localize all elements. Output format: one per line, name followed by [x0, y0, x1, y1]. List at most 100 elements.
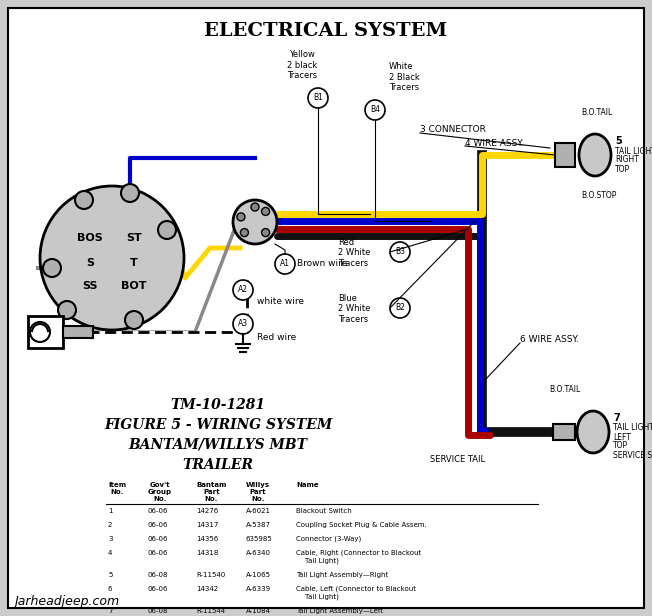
- Text: 06-06: 06-06: [148, 550, 168, 556]
- Text: BOS: BOS: [77, 233, 103, 243]
- Text: Connector (3-Way): Connector (3-Way): [296, 536, 361, 543]
- Text: Blue
2 White
Tracers: Blue 2 White Tracers: [338, 294, 370, 324]
- Text: Coupling Socket Plug & Cable Assem.: Coupling Socket Plug & Cable Assem.: [296, 522, 427, 528]
- Circle shape: [40, 186, 184, 330]
- Text: SERVICE STOP: SERVICE STOP: [613, 450, 652, 460]
- Text: R-11544: R-11544: [196, 608, 225, 614]
- Text: 14276: 14276: [196, 508, 218, 514]
- Circle shape: [275, 254, 295, 274]
- Text: 2: 2: [108, 522, 112, 528]
- Text: Blackout Switch: Blackout Switch: [296, 508, 351, 514]
- Text: BOT: BOT: [121, 281, 147, 291]
- Text: B3: B3: [395, 248, 405, 256]
- Circle shape: [58, 301, 76, 319]
- Circle shape: [241, 229, 248, 237]
- Bar: [555, 143, 575, 167]
- Circle shape: [390, 242, 410, 262]
- Text: 5: 5: [615, 136, 622, 146]
- Text: SERVICE TAIL: SERVICE TAIL: [430, 455, 485, 464]
- Text: R-11540: R-11540: [196, 572, 225, 578]
- Text: Cable, Left (Connector to Blackout
    Tail Light): Cable, Left (Connector to Blackout Tail …: [296, 586, 416, 600]
- Text: SS: SS: [82, 281, 98, 291]
- Circle shape: [121, 184, 139, 202]
- Text: 14317: 14317: [196, 522, 218, 528]
- Text: 06-08: 06-08: [148, 608, 168, 614]
- Text: TRAILER: TRAILER: [183, 458, 254, 472]
- Text: Red wire: Red wire: [257, 333, 296, 341]
- Text: Red
2 White
Tracers: Red 2 White Tracers: [338, 238, 370, 268]
- Text: 5: 5: [108, 572, 112, 578]
- Text: Yellow
2 black
Tracers: Yellow 2 black Tracers: [287, 50, 317, 80]
- Text: RIGHT: RIGHT: [615, 155, 639, 164]
- Text: A2: A2: [238, 285, 248, 294]
- Bar: [63, 326, 93, 338]
- Text: 3 CONNECTOR: 3 CONNECTOR: [420, 126, 486, 134]
- Text: 06-06: 06-06: [148, 522, 168, 528]
- Text: Tail Light Assembly—Right: Tail Light Assembly—Right: [296, 572, 388, 578]
- Text: B1: B1: [313, 94, 323, 102]
- Circle shape: [233, 280, 253, 300]
- Text: Gov't
Group
No.: Gov't Group No.: [148, 482, 172, 502]
- Bar: [553, 424, 575, 440]
- Text: 06-06: 06-06: [148, 536, 168, 542]
- Text: 7: 7: [108, 608, 113, 614]
- Text: 4 WIRE ASSY.: 4 WIRE ASSY.: [465, 139, 524, 147]
- Text: 6 WIRE ASSY.: 6 WIRE ASSY.: [520, 336, 579, 344]
- Text: ST: ST: [126, 233, 142, 243]
- Text: Jarheadjeep.com: Jarheadjeep.com: [14, 595, 119, 608]
- Text: 3: 3: [108, 536, 113, 542]
- Text: Bantam
Part
No.: Bantam Part No.: [196, 482, 226, 502]
- Text: TAIL LIGHT: TAIL LIGHT: [615, 147, 652, 155]
- Text: FIGURE 5 - WIRING SYSTEM: FIGURE 5 - WIRING SYSTEM: [104, 418, 332, 432]
- Text: Brown wire: Brown wire: [297, 259, 348, 269]
- Text: 06-06: 06-06: [148, 586, 168, 592]
- Text: T: T: [130, 258, 138, 268]
- Text: B4: B4: [370, 105, 380, 115]
- Text: A-6021: A-6021: [246, 508, 271, 514]
- Text: B.O.TAIL: B.O.TAIL: [550, 385, 581, 394]
- Text: Cable, Right (Connector to Blackout
    Tail Light): Cable, Right (Connector to Blackout Tail…: [296, 550, 421, 564]
- Text: A-1084: A-1084: [246, 608, 271, 614]
- Text: 06-08: 06-08: [148, 572, 168, 578]
- Text: Name: Name: [296, 482, 319, 488]
- Text: white wire: white wire: [257, 298, 304, 307]
- Circle shape: [261, 208, 269, 216]
- Circle shape: [237, 213, 245, 221]
- Circle shape: [43, 259, 61, 277]
- Bar: [28, 316, 63, 348]
- Text: BANTAM/WILLYS MBT: BANTAM/WILLYS MBT: [128, 438, 308, 452]
- Text: TM-10-1281: TM-10-1281: [171, 398, 265, 412]
- Text: 4: 4: [108, 550, 112, 556]
- Text: TOP: TOP: [613, 442, 628, 450]
- Text: 7: 7: [613, 413, 620, 423]
- Text: B.O.STOP: B.O.STOP: [581, 191, 616, 200]
- Text: A-6339: A-6339: [246, 586, 271, 592]
- Text: TAIL LIGHT: TAIL LIGHT: [613, 424, 652, 432]
- Text: 14342: 14342: [196, 586, 218, 592]
- Text: 1: 1: [108, 508, 113, 514]
- Text: Willys
Part
No.: Willys Part No.: [246, 482, 270, 502]
- Circle shape: [233, 200, 277, 244]
- Text: Item
No.: Item No.: [108, 482, 126, 495]
- Text: B2: B2: [395, 304, 405, 312]
- Circle shape: [125, 311, 143, 329]
- Text: B.O.TAIL: B.O.TAIL: [581, 108, 612, 117]
- Text: A-6340: A-6340: [246, 550, 271, 556]
- Circle shape: [308, 88, 328, 108]
- Circle shape: [365, 100, 385, 120]
- Text: 6: 6: [108, 586, 113, 592]
- Text: White
2 Black
Tracers: White 2 Black Tracers: [389, 62, 420, 92]
- Text: 14318: 14318: [196, 550, 218, 556]
- Text: Tail Light Assembly—Left: Tail Light Assembly—Left: [296, 608, 383, 614]
- Text: A-5387: A-5387: [246, 522, 271, 528]
- Text: TOP: TOP: [615, 164, 630, 174]
- Text: A3: A3: [238, 320, 248, 328]
- Ellipse shape: [579, 134, 611, 176]
- Text: A1: A1: [280, 259, 290, 269]
- Text: LEFT: LEFT: [613, 432, 631, 442]
- Text: A-1065: A-1065: [246, 572, 271, 578]
- Text: 06-06: 06-06: [148, 508, 168, 514]
- Circle shape: [75, 191, 93, 209]
- Circle shape: [261, 229, 269, 237]
- Circle shape: [233, 314, 253, 334]
